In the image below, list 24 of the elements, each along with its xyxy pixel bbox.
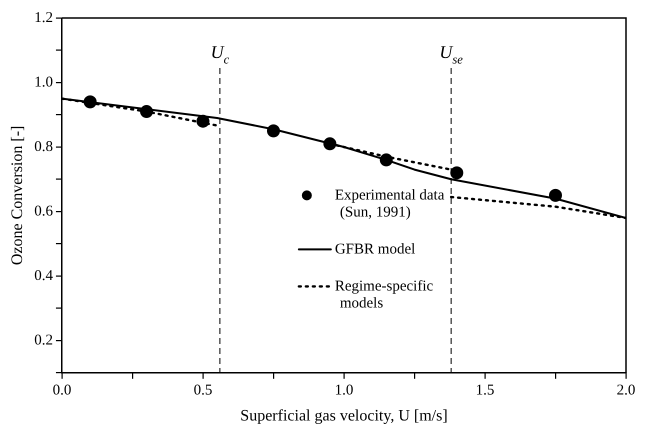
x-tick-label: 2.0: [616, 382, 636, 399]
x-tick-label: 1.5: [476, 382, 494, 399]
x-tick-label: 0.0: [52, 382, 72, 399]
y-tick-label: 0.6: [34, 203, 54, 220]
point: [323, 137, 336, 150]
point: [84, 95, 97, 108]
point: [450, 166, 464, 180]
x-axis-title: Superficial gas velocity, U [m/s]: [240, 408, 448, 425]
legend-label: GFBR model: [334, 241, 416, 258]
y-tick-label: 0.2: [34, 332, 53, 348]
y-tick-label: 1.2: [34, 10, 53, 26]
y-tick-label: 1.0: [34, 74, 53, 90]
y-tick-label: 0.8: [34, 138, 53, 155]
y-axis-title: Ozone Conversion [-]: [8, 126, 26, 266]
legend-label: Experimental data (Sun, 1991): [334, 187, 445, 220]
point: [266, 124, 280, 138]
point: [548, 188, 562, 202]
point: [196, 114, 210, 128]
y-tick-label: 0.4: [34, 268, 54, 284]
legend-label: Regime-specific models: [334, 278, 434, 312]
x-tick-label: 1.0: [334, 382, 354, 399]
point: [140, 105, 154, 118]
x-tick-label: 0.5: [194, 382, 212, 399]
point: [380, 153, 393, 166]
